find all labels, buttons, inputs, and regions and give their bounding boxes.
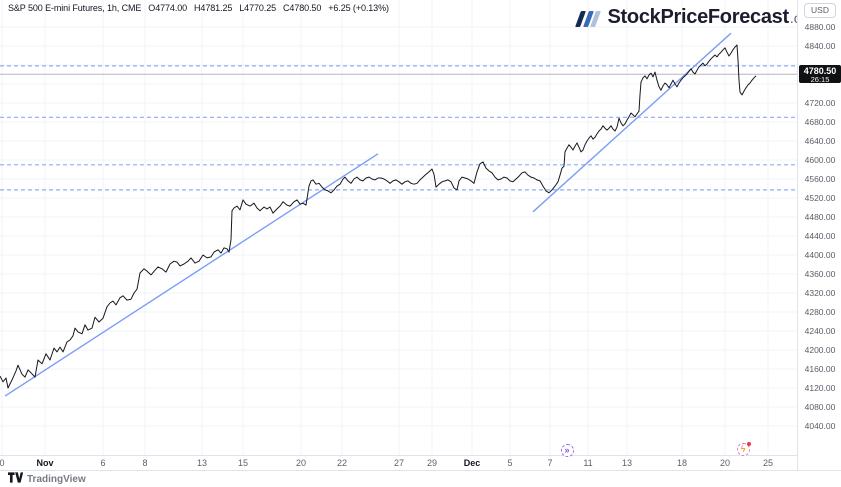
logo-suffix: .com — [789, 10, 797, 26]
time-tick-label: 6 — [100, 458, 106, 468]
contract-rollover-marker[interactable]: » — [560, 443, 574, 457]
time-tick-label: Nov — [36, 458, 54, 468]
trendline[interactable] — [4, 153, 379, 397]
time-axis[interactable]: 0 Nov 6 8 13 15 20 22 27 29 Dec 5 7 11 13 18 20 25 — [0, 455, 797, 471]
tradingview-link[interactable]: TradingView — [27, 473, 86, 485]
lightning-icon: ϟ — [740, 443, 746, 454]
price-tick-label: 4480.00 — [804, 212, 836, 222]
change-value: +6.25 (+0.13%) — [328, 3, 389, 13]
price-tick-label: 4240.00 — [804, 326, 836, 336]
price-tick-label: 4640.00 — [804, 136, 836, 146]
price-tick-label: 4520.00 — [804, 193, 836, 203]
time-tick-label: 29 — [426, 458, 438, 468]
time-tick-label: 7 — [547, 458, 553, 468]
time-tick-label: 20 — [719, 458, 731, 468]
close-value: C4780.50 — [283, 3, 322, 13]
time-tick-label: 5 — [507, 458, 513, 468]
time-tick-label: Dec — [463, 458, 481, 468]
price-tick-label: 4400.00 — [804, 250, 836, 260]
time-tick-label: 18 — [676, 458, 688, 468]
price-series-path[interactable] — [0, 44, 757, 389]
attribution-bar: TradingView — [0, 470, 841, 487]
time-tick-label: 13 — [621, 458, 633, 468]
price-tick-label: 4200.00 — [804, 345, 836, 355]
price-tick-label: 4160.00 — [804, 364, 836, 374]
price-axis[interactable]: USD 4780.50 26:15 4880.00 4840.00 4720.00 4… — [797, 0, 841, 470]
time-tick-label: 13 — [196, 458, 208, 468]
currency-button[interactable]: USD — [804, 3, 836, 18]
time-tick-label: 15 — [237, 458, 249, 468]
time-tick-label: 25 — [762, 458, 774, 468]
price-tick-label: 4720.00 — [804, 98, 836, 108]
price-tick-label: 4120.00 — [804, 383, 836, 393]
time-tick-label: 8 — [142, 458, 148, 468]
rollover-arrows-icon: » — [564, 444, 570, 455]
price-tick-label: 4280.00 — [804, 307, 836, 317]
time-tick-label: 27 — [393, 458, 405, 468]
watermark-logo: StockPriceForecast .com — [575, 6, 797, 29]
bar-countdown: 26:15 — [810, 75, 830, 84]
price-tick-label: 4840.00 — [804, 41, 836, 51]
price-tick-label: 4080.00 — [804, 402, 836, 412]
price-tick-label: 4880.00 — [804, 22, 836, 32]
trendline[interactable] — [532, 32, 732, 213]
tradingview-logo-icon[interactable] — [8, 470, 24, 487]
last-price-tag: 4780.50 26:15 — [799, 65, 841, 83]
chart-area[interactable]: S&P 500 E-mini Futures, 1h, CME O4774.00 H… — [0, 0, 797, 455]
open-value: O4774.00 — [148, 3, 188, 13]
time-tick-label: 0 — [0, 458, 5, 468]
low-value: L4770.25 — [239, 3, 277, 13]
price-tick-label: 4320.00 — [804, 288, 836, 298]
notification-dot — [746, 441, 751, 446]
price-tick-label: 4360.00 — [804, 269, 836, 279]
time-tick-label: 20 — [295, 458, 307, 468]
flash-event-marker[interactable]: ϟ — [736, 441, 751, 456]
price-tick-label: 4560.00 — [804, 174, 836, 184]
price-tick-label: 4600.00 — [804, 155, 836, 165]
logo-text: StockPriceForecast — [607, 6, 790, 28]
last-price-value: 4780.50 — [803, 66, 837, 76]
price-chart-canvas[interactable] — [0, 0, 797, 455]
logo-stripes-icon — [575, 10, 601, 27]
time-tick-label: 11 — [583, 458, 593, 468]
high-value: H4781.25 — [194, 3, 233, 13]
price-tick-label: 4040.00 — [804, 421, 836, 431]
price-tick-label: 4680.00 — [804, 117, 836, 127]
time-tick-label: 22 — [336, 458, 348, 468]
symbol-title[interactable]: S&P 500 E-mini Futures, 1h, CME — [8, 3, 142, 13]
price-tick-label: 4440.00 — [804, 231, 836, 241]
symbol-legend: S&P 500 E-mini Futures, 1h, CME O4774.00 H… — [8, 3, 396, 13]
